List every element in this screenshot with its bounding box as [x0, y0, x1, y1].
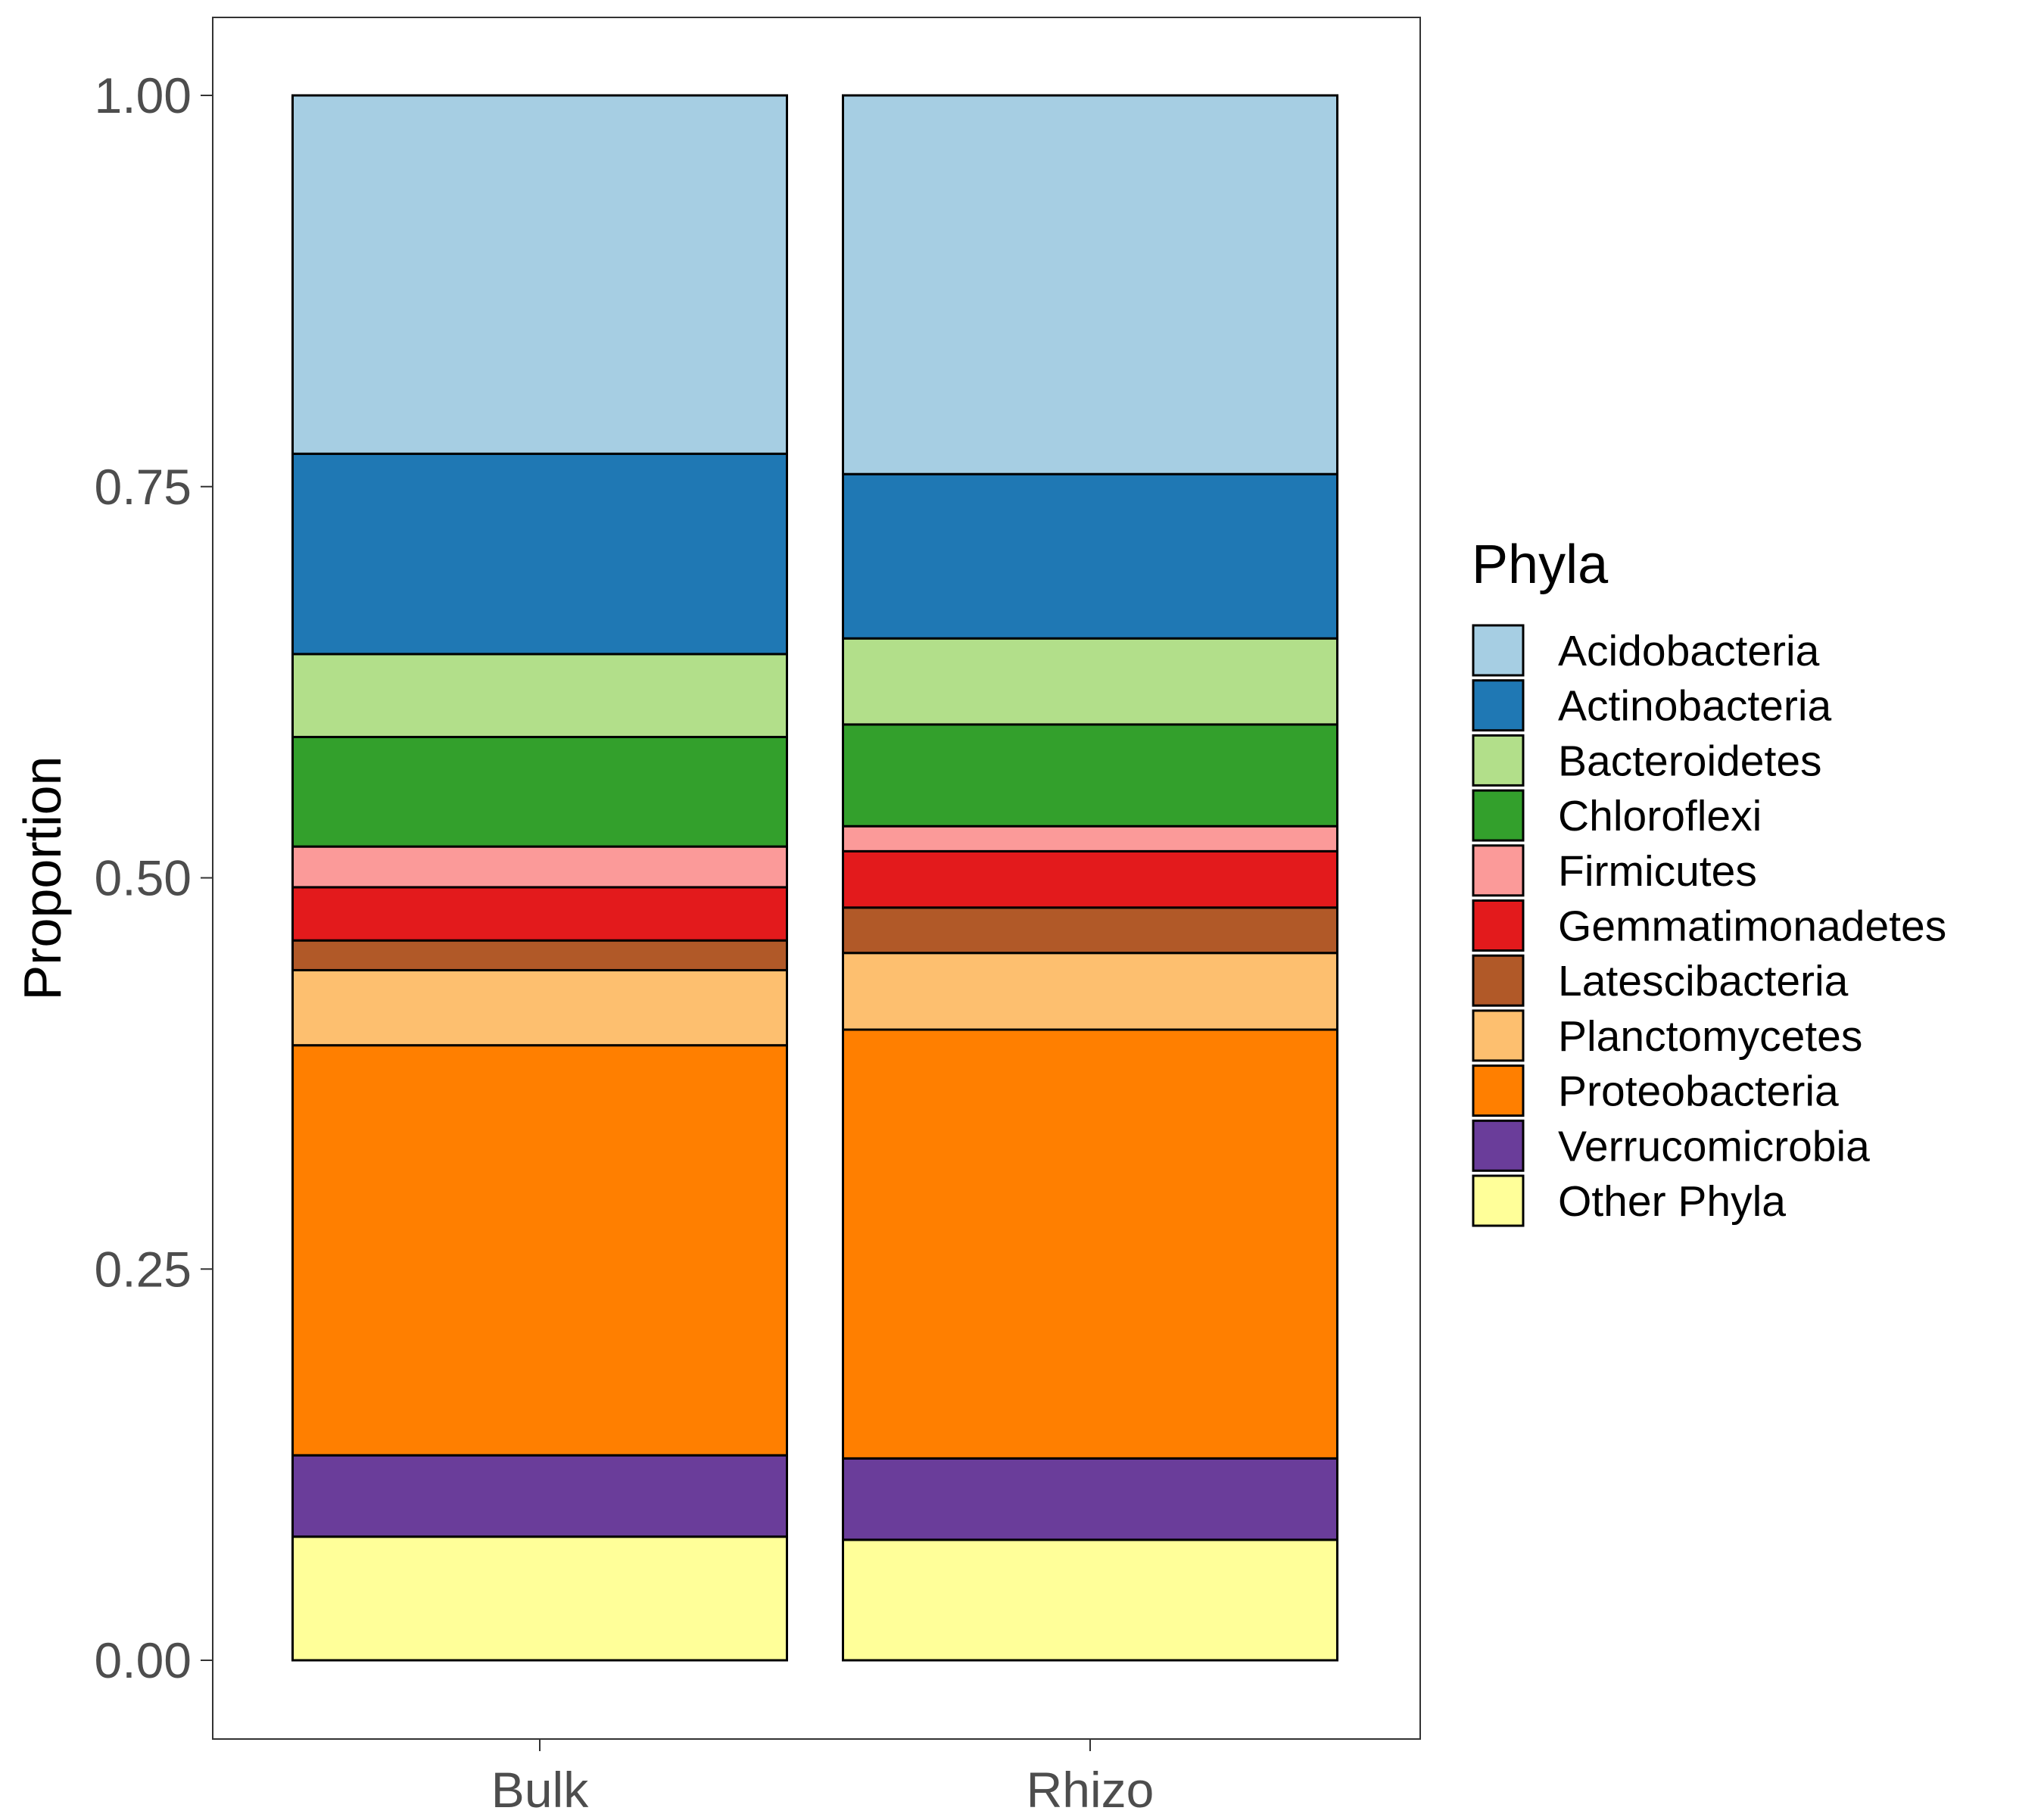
bars-group [291, 94, 1338, 1662]
bar-segment-bulk-proteobacteria [291, 1044, 788, 1457]
legend-label-planctomycetes: Planctomycetes [1558, 1012, 1862, 1061]
legend-label-proteobacteria: Proteobacteria [1558, 1067, 1839, 1116]
bar-segment-rhizo-verrucomicrobia [842, 1457, 1338, 1541]
bar-segment-bulk-firmicutes [291, 845, 788, 889]
legend-label-actinobacteria: Actinobacteria [1558, 682, 1832, 731]
legend: Phyla Acidobacteria Actinobacteria Bactero… [1472, 535, 1946, 1227]
bar-segment-rhizo-latescibacteria [842, 906, 1338, 955]
legend-label-acidobacteria: Acidobacteria [1558, 627, 1820, 675]
bar-segment-rhizo-bacteroidetes [842, 637, 1338, 726]
legend-label-latescibacteria: Latescibacteria [1558, 957, 1849, 1005]
y-tick-label: 0.25 [95, 1241, 192, 1297]
y-axis-title: Proportion [13, 756, 72, 1001]
bar-segment-rhizo-chloroflexi [842, 723, 1338, 827]
x-tick-label-bulk: Bulk [491, 1762, 589, 1817]
legend-label-other-phyla: Other Phyla [1558, 1177, 1786, 1226]
legend-label-chloroflexi: Chloroflexi [1558, 792, 1762, 840]
legend-key-latescibacteria [1472, 954, 1525, 1007]
bar-segment-bulk-acidobacteria [291, 94, 788, 455]
legend-key-gemmatimonadetes [1472, 899, 1525, 952]
bar-segment-rhizo-actinobacteria [842, 472, 1338, 640]
x-tick-label-rhizo: Rhizo [1027, 1762, 1154, 1817]
legend-key-acidobacteria [1472, 624, 1525, 677]
legend-key-actinobacteria [1472, 679, 1525, 732]
bar-segment-rhizo-firmicutes [842, 824, 1338, 852]
y-axis: 0.00 0.25 0.50 0.75 1.00 [95, 67, 213, 1688]
bar-segment-rhizo-other-phyla [842, 1538, 1338, 1662]
legend-key-firmicutes [1472, 844, 1525, 897]
legend-key-proteobacteria [1472, 1064, 1525, 1117]
bar-segment-rhizo-acidobacteria [842, 94, 1338, 475]
y-tick-label: 0.00 [95, 1632, 192, 1688]
legend-key-planctomycetes [1472, 1009, 1525, 1062]
y-tick-label: 0.50 [95, 850, 192, 906]
legend-label-verrucomicrobia: Verrucomicrobia [1558, 1122, 1870, 1170]
bar-segment-bulk-actinobacteria [291, 452, 788, 656]
bar-segment-bulk-chloroflexi [291, 735, 788, 848]
legend-label-bacteroidetes: Bacteroidetes [1558, 737, 1822, 785]
bar-segment-bulk-bacteroidetes [291, 653, 788, 738]
bar-segment-rhizo-gemmatimonadetes [842, 849, 1338, 909]
legend-title: Phyla [1472, 535, 1609, 595]
bar-segment-bulk-latescibacteria [291, 939, 788, 971]
legend-key-chloroflexi [1472, 789, 1525, 842]
legend-key-verrucomicrobia [1472, 1119, 1525, 1172]
x-axis: Bulk Rhizo [491, 1739, 1154, 1817]
legend-key-bacteroidetes [1472, 734, 1525, 787]
legend-key-other-phyla [1472, 1174, 1525, 1227]
bar-segment-rhizo-planctomycetes [842, 952, 1338, 1031]
bar-segment-bulk-verrucomicrobia [291, 1454, 788, 1538]
y-tick-label: 1.00 [95, 67, 192, 123]
y-tick-label: 0.75 [95, 459, 192, 515]
legend-label-gemmatimonadetes: Gemmatimonadetes [1558, 902, 1946, 951]
bar-segment-rhizo-proteobacteria [842, 1028, 1338, 1460]
bar-segment-bulk-planctomycetes [291, 968, 788, 1047]
bar-segment-bulk-gemmatimonadetes [291, 886, 788, 942]
bar-segment-bulk-other-phyla [291, 1535, 788, 1662]
legend-label-firmicutes: Firmicutes [1558, 847, 1757, 896]
